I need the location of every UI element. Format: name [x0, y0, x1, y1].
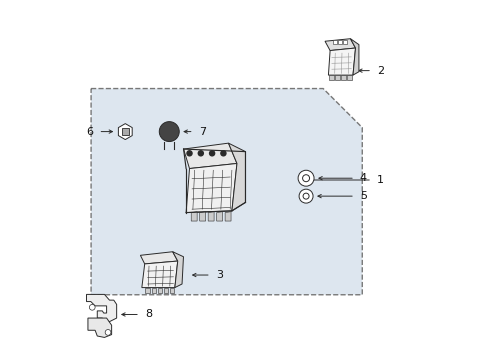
Text: 8: 8: [145, 310, 152, 319]
Circle shape: [298, 170, 314, 186]
Text: 6: 6: [86, 127, 94, 136]
Bar: [338, 40, 343, 44]
Polygon shape: [87, 294, 117, 321]
Polygon shape: [225, 212, 231, 221]
Bar: [170, 288, 174, 293]
Polygon shape: [91, 89, 362, 295]
Polygon shape: [208, 212, 214, 221]
Polygon shape: [217, 212, 222, 221]
Bar: [164, 288, 168, 293]
Bar: [335, 75, 340, 80]
Polygon shape: [328, 48, 356, 75]
Text: 1: 1: [377, 175, 384, 185]
Bar: [151, 288, 156, 293]
Circle shape: [210, 151, 215, 156]
Polygon shape: [142, 261, 178, 288]
Text: 3: 3: [216, 270, 223, 280]
Polygon shape: [172, 252, 183, 288]
Circle shape: [299, 189, 313, 203]
Polygon shape: [186, 163, 237, 212]
Circle shape: [198, 151, 203, 156]
Bar: [341, 75, 346, 80]
Bar: [146, 288, 150, 293]
Circle shape: [159, 122, 179, 141]
Polygon shape: [200, 212, 206, 221]
Polygon shape: [119, 123, 132, 140]
Polygon shape: [228, 143, 245, 211]
Text: 2: 2: [377, 66, 384, 76]
Bar: [158, 288, 162, 293]
Text: 7: 7: [198, 127, 206, 136]
Text: 4: 4: [360, 173, 367, 183]
Polygon shape: [325, 39, 356, 50]
Polygon shape: [350, 39, 359, 75]
Circle shape: [187, 151, 192, 156]
Bar: [122, 128, 129, 135]
Circle shape: [105, 329, 111, 335]
Circle shape: [221, 151, 226, 156]
Bar: [333, 40, 337, 44]
Circle shape: [303, 175, 310, 182]
Polygon shape: [191, 212, 197, 221]
Polygon shape: [88, 318, 112, 337]
Text: 5: 5: [360, 191, 367, 201]
Polygon shape: [184, 143, 237, 168]
Bar: [329, 75, 334, 80]
Circle shape: [89, 305, 95, 310]
Bar: [347, 75, 352, 80]
Circle shape: [303, 193, 309, 199]
Polygon shape: [141, 252, 178, 264]
Bar: [343, 40, 347, 44]
